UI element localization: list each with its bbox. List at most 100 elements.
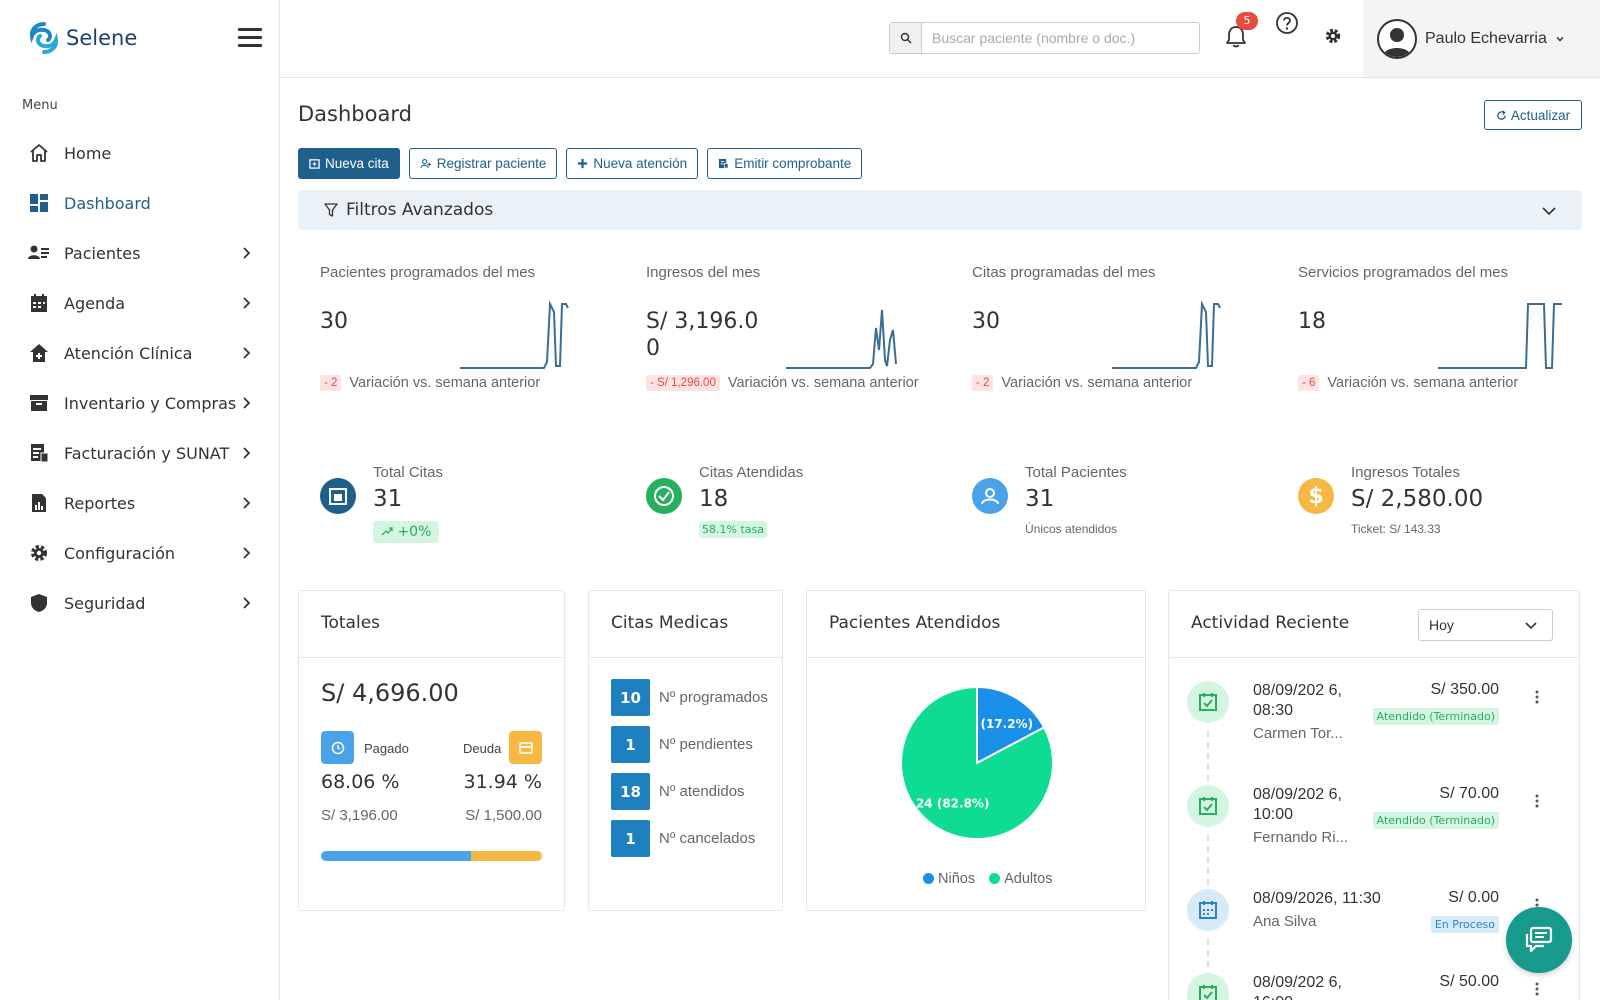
chevron-right-icon xyxy=(243,547,251,559)
patients-pie-chart: 5 (17.2%) 24 (82.8%) xyxy=(900,685,1054,840)
paid-amount: S/ 3,196.00 xyxy=(321,807,398,824)
kpi-variation: - 2 Variación vs. semana anterior xyxy=(320,375,540,391)
settings-gear-icon[interactable] xyxy=(1324,27,1342,45)
menu-toggle-button[interactable] xyxy=(238,28,262,48)
count-badge: 1 xyxy=(611,726,650,763)
status-badge: En Proceso xyxy=(1430,916,1499,933)
kpi-variation: - 6 Variación vs. semana anterior xyxy=(1298,375,1518,391)
sidebar-item-reportes[interactable]: Reportes xyxy=(18,478,266,528)
activity-date: 08/09/2026, 11:30 xyxy=(1253,890,1381,907)
sidebar-item-facturacion[interactable]: Facturación y SUNAT xyxy=(18,428,266,478)
stat-total-citas: Total Citas 31 +0% xyxy=(298,464,598,554)
citas-medicas-card: Citas Medicas 10 Nº programados 1 Nº pendi… xyxy=(588,590,783,911)
register-patient-button[interactable]: Registrar paciente xyxy=(408,148,558,179)
sidebar-item-seguridad[interactable]: Seguridad xyxy=(18,578,266,628)
button-label: Registrar paciente xyxy=(436,156,547,171)
stat-value: 18 xyxy=(699,486,729,512)
advanced-filters-toggle[interactable]: Filtros Avanzados xyxy=(298,190,1582,230)
activity-item[interactable]: 08/09/202 6, 10:00 Fernando Ri... S/ 70.… xyxy=(1187,777,1557,877)
row-label: Nº pendientes xyxy=(659,736,753,753)
debt-amount: S/ 1,500.00 xyxy=(465,807,542,824)
activity-date: 08/09/202 6, 10:00 xyxy=(1253,786,1342,823)
stat-label: Ingresos Totales xyxy=(1351,464,1460,481)
help-icon[interactable] xyxy=(1275,11,1299,35)
card-divider xyxy=(299,657,564,658)
activity-date: 08/09/202 6, 16:00 xyxy=(1253,974,1342,1000)
kpi-label: Citas programadas del mes xyxy=(972,264,1156,281)
activity-item[interactable]: 08/09/202 6, 08:30 Carmen Tor... S/ 350.… xyxy=(1187,673,1557,773)
refresh-button[interactable]: Actualizar xyxy=(1484,100,1582,130)
issue-receipt-button[interactable]: Emitir comprobante xyxy=(707,148,863,179)
sidebar-item-atencion-clinica[interactable]: Atención Clínica xyxy=(18,328,266,378)
app-name: Selene xyxy=(66,26,138,50)
count-badge: 18 xyxy=(611,773,650,810)
trend-up-icon xyxy=(381,527,393,536)
card-title: Citas Medicas xyxy=(611,613,729,633)
refresh-label: Actualizar xyxy=(1510,107,1571,123)
kpi-value: 30 xyxy=(972,309,1000,334)
activity-amount: S/ 0.00 xyxy=(1448,889,1499,906)
new-attention-button[interactable]: Nueva atención xyxy=(566,148,699,179)
pie-slice-adultos[interactable] xyxy=(900,685,1054,840)
new-appointment-button[interactable]: Nueva cita xyxy=(298,148,400,179)
list-item: 18 Nº atendidos xyxy=(611,773,745,810)
activity-item[interactable]: 08/09/2026, 11:30 Ana Silva S/ 0.00 En P… xyxy=(1187,881,1557,981)
sidebar-item-label: Home xyxy=(64,143,112,163)
sidebar-item-inventario[interactable]: Inventario y Compras xyxy=(18,378,266,428)
kpi-label: Ingresos del mes xyxy=(646,264,761,281)
variation-badge: - 6 xyxy=(1298,375,1320,391)
paid-progress-fill xyxy=(321,851,472,861)
chevron-down-icon xyxy=(1556,36,1564,42)
activity-period-select[interactable]: Hoy xyxy=(1418,609,1553,641)
chevron-right-icon xyxy=(243,497,251,509)
legend-swatch xyxy=(989,873,1001,884)
row-label: Nº atendidos xyxy=(659,783,745,800)
pie-slice-niños[interactable] xyxy=(976,685,1046,765)
app-logo[interactable]: Selene xyxy=(28,22,137,54)
sidebar-item-label: Configuración xyxy=(64,543,176,563)
more-options-icon[interactable] xyxy=(1535,793,1539,809)
count-badge: 10 xyxy=(611,679,650,716)
card-divider xyxy=(807,657,1145,658)
user-menu[interactable]: Paulo Echevarria xyxy=(1363,0,1600,77)
card-title: Totales xyxy=(321,613,381,633)
activity-item[interactable]: 08/09/202 6, 16:00 S/ 50.00 xyxy=(1187,965,1557,1000)
pie-label-adultos: 24 (82.8%) xyxy=(916,796,989,810)
activity-amount: S/ 50.00 xyxy=(1439,973,1499,990)
sidebar-item-home[interactable]: Home xyxy=(18,128,266,178)
patients-icon xyxy=(28,242,50,264)
stat-label: Citas Atendidas xyxy=(699,464,804,481)
search-input[interactable] xyxy=(922,23,1198,53)
chevron-right-icon xyxy=(243,447,251,459)
sidebar-item-pacientes[interactable]: Pacientes xyxy=(18,228,266,278)
user-icon xyxy=(972,478,1008,514)
plus-icon xyxy=(578,158,588,169)
totales-card: Totales S/ 4,696.00 Pagado Deuda 68.06 %… xyxy=(298,590,565,911)
chat-support-button[interactable] xyxy=(1506,907,1572,973)
search-icon[interactable] xyxy=(890,23,922,53)
pacientes-atendidos-card: Pacientes Atendidos 5 (17.2%) 24 (82.8%) … xyxy=(806,590,1146,911)
kpi-value: S/ 3,196.0 0 xyxy=(646,309,759,361)
timeline-connector xyxy=(1207,731,1209,781)
payment-progress-bar xyxy=(321,851,542,861)
sidebar-item-label: Reportes xyxy=(64,493,136,513)
kpi-sparkline xyxy=(1112,300,1221,369)
more-options-icon[interactable] xyxy=(1535,689,1539,705)
row-label: Nº programados xyxy=(659,689,768,706)
debt-percentage: 31.94 % xyxy=(463,771,543,793)
total-amount: S/ 4,696.00 xyxy=(321,679,459,707)
refresh-icon xyxy=(1497,109,1506,120)
stat-sub: Ticket: S/ 143.33 xyxy=(1351,522,1441,536)
avatar xyxy=(1377,18,1417,59)
sidebar-item-dashboard[interactable]: Dashboard xyxy=(18,178,266,228)
sidebar-item-configuracion[interactable]: Configuración xyxy=(18,528,266,578)
more-options-icon[interactable] xyxy=(1535,981,1539,997)
sidebar-item-label: Pacientes xyxy=(64,243,141,263)
kpi-value: 30 xyxy=(320,309,348,334)
card-title: Pacientes Atendidos xyxy=(829,613,1001,633)
chevron-right-icon xyxy=(243,247,251,259)
sidebar-item-agenda[interactable]: Agenda xyxy=(18,278,266,328)
activity-amount: S/ 350.00 xyxy=(1430,681,1500,698)
timeline-connector xyxy=(1207,835,1209,885)
variation-badge: - S/ 1,296.00 xyxy=(646,375,720,391)
